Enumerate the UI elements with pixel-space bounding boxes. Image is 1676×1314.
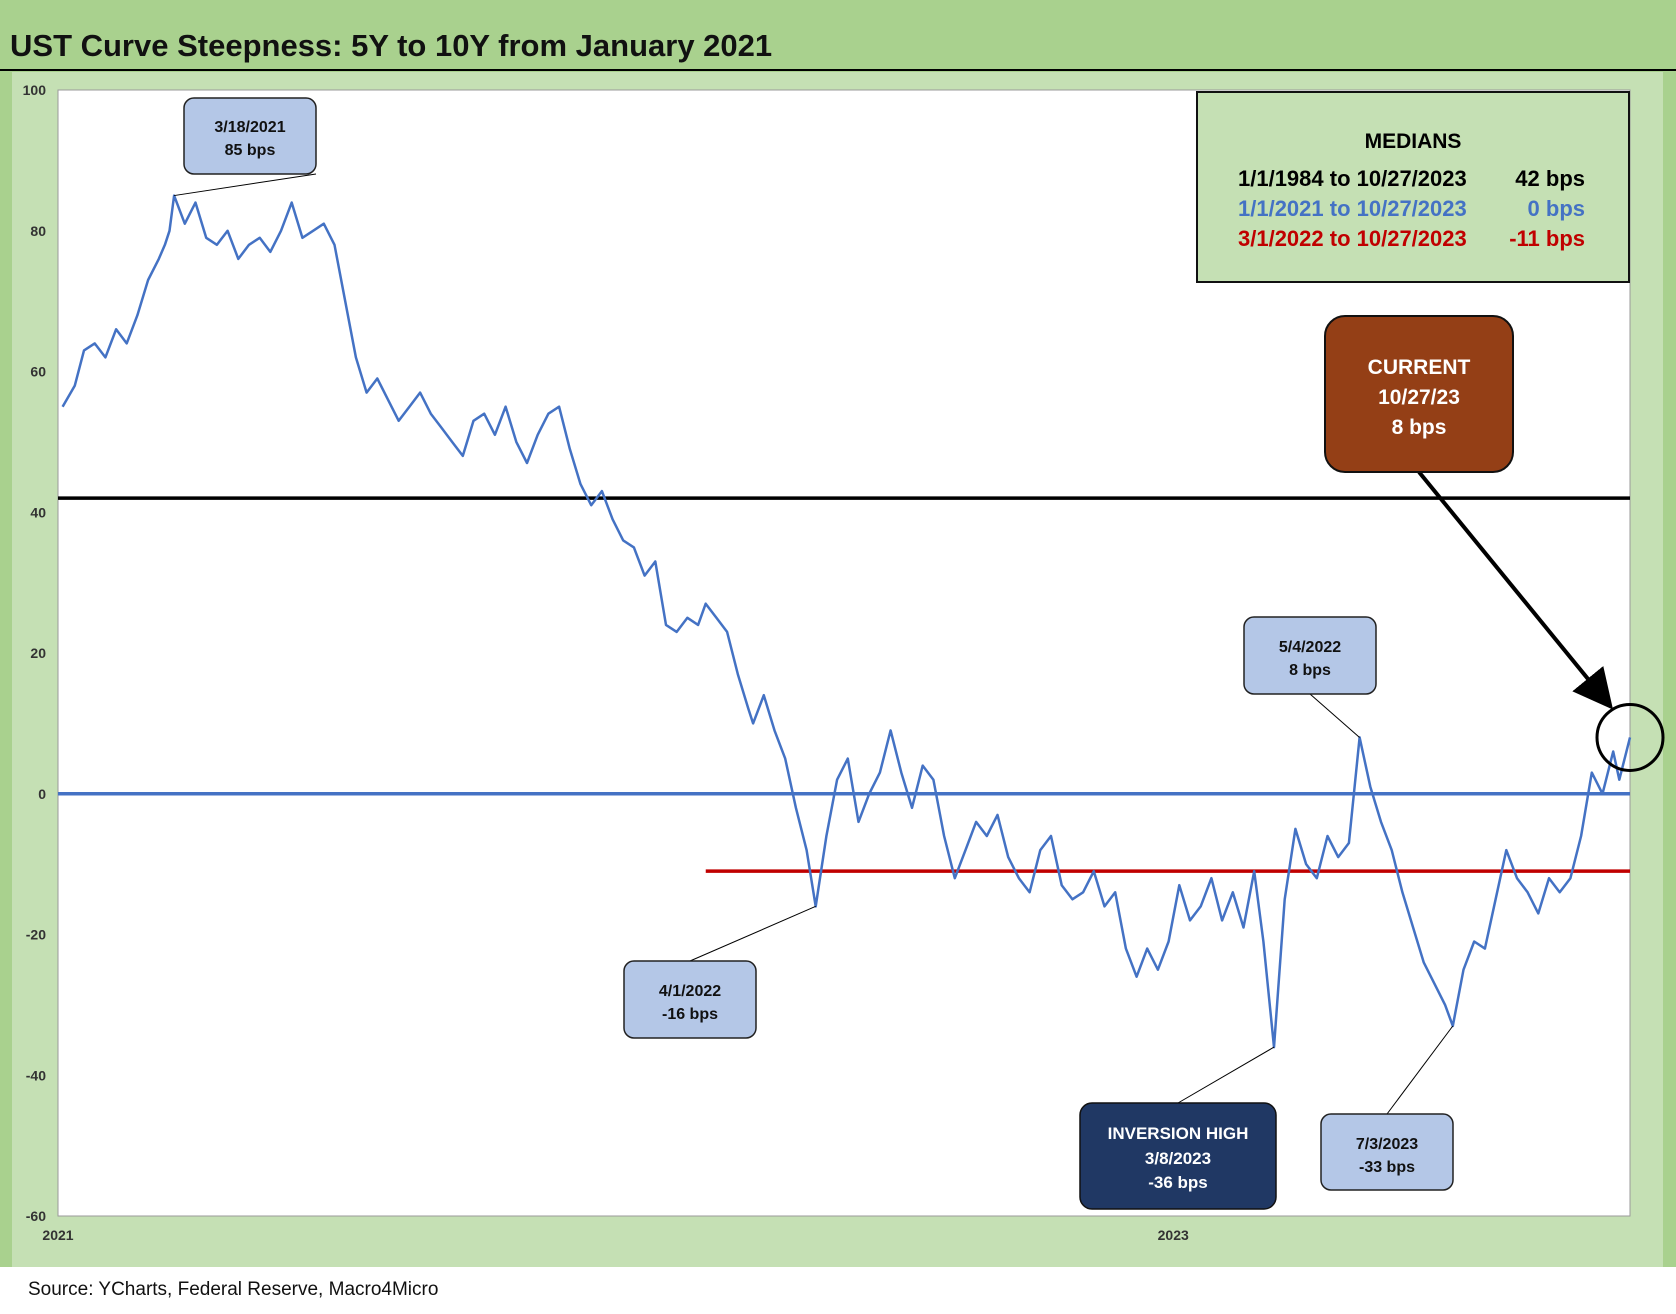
median-reference-lines — [58, 496, 1630, 873]
y-tick-label: 40 — [30, 504, 46, 520]
y-tick-label: 20 — [30, 645, 46, 661]
callout-jul2023: 7/3/2023 -33 bps — [1320, 1113, 1454, 1191]
source-footer: Source: YCharts, Federal Reserve, Macro4… — [0, 1267, 1676, 1314]
callout-inversion: INVERSION HIGH 3/8/2023 -36 bps — [1079, 1102, 1277, 1210]
callout-inversion-date: 3/8/2023 — [1145, 1149, 1211, 1168]
median-row-2-value: 0 bps — [1528, 196, 1585, 221]
callout-jul2023-value: -33 bps — [1359, 1159, 1415, 1176]
series-line — [61, 194, 1632, 1049]
y-tick-label: 60 — [30, 364, 46, 380]
medians-heading: MEDIANS — [1365, 130, 1462, 153]
callout-apr2022-date: 4/1/2022 — [659, 983, 721, 1000]
callout-peak: 3/18/2021 85 bps — [183, 97, 317, 175]
x-tick-label: 2023 — [1158, 1227, 1189, 1243]
median-row-1-range: 1/1/1984 to 10/27/2023 — [1238, 166, 1467, 191]
y-tick-label: 80 — [30, 223, 46, 239]
x-axis-tick-labels: 2021 2023 — [42, 1227, 1189, 1243]
source-text: Source: YCharts, Federal Reserve, Macro4… — [28, 1279, 439, 1300]
leader-may2022 — [1309, 693, 1360, 738]
median-row-3-value: -11 bps — [1509, 226, 1585, 251]
callout-may2022: 5/4/2022 8 bps — [1243, 616, 1377, 695]
y-tick-label: -40 — [26, 1067, 46, 1083]
chart-title: UST Curve Steepness: 5Y to 10Y from Janu… — [10, 28, 773, 63]
y-tick-label: 100 — [23, 82, 47, 98]
callout-may2022-date: 5/4/2022 — [1279, 639, 1341, 656]
medians-box: MEDIANS 1/1/1984 to 10/27/2023 42 bps 1/… — [1196, 91, 1630, 283]
callout-peak-value: 85 bps — [225, 142, 276, 159]
leader-apr2022 — [689, 905, 816, 962]
y-tick-label: -20 — [26, 927, 46, 943]
median-row-2-range: 1/1/2021 to 10/27/2023 — [1238, 196, 1467, 221]
current-arrow — [1417, 470, 1614, 710]
callout-apr2022-value: -16 bps — [662, 1006, 718, 1023]
leader-peak — [174, 173, 317, 197]
callout-current-title: CURRENT — [1368, 356, 1471, 379]
callout-current: CURRENT 10/27/23 8 bps — [1324, 315, 1514, 473]
callout-jul2023-date: 7/3/2023 — [1356, 1136, 1418, 1153]
median-row-1-value: 42 bps — [1515, 166, 1585, 191]
y-axis-tick-labels: 100 80 60 40 20 0 -20 -40 -60 — [23, 82, 47, 1224]
x-tick-label: 2021 — [42, 1227, 73, 1243]
series-group — [61, 194, 1632, 1049]
median-row-3-range: 3/1/2022 to 10/27/2023 — [1238, 226, 1467, 251]
callout-current-date: 10/27/23 — [1378, 386, 1460, 409]
callout-current-value: 8 bps — [1392, 416, 1447, 439]
callout-may2022-value: 8 bps — [1289, 662, 1331, 679]
callout-inversion-title: INVERSION HIGH — [1108, 1124, 1249, 1143]
y-tick-label: -60 — [26, 1208, 46, 1224]
callout-inversion-value: -36 bps — [1148, 1173, 1208, 1192]
leader-inversion — [1177, 1046, 1275, 1104]
current-marker-circle — [1595, 702, 1665, 772]
callout-apr2022: 4/1/2022 -16 bps — [623, 960, 757, 1039]
title-divider — [0, 69, 1676, 71]
callout-peak-date: 3/18/2021 — [214, 119, 285, 136]
y-tick-label: 0 — [38, 786, 46, 802]
leader-jul2023 — [1386, 1025, 1454, 1115]
callout-leader-lines — [174, 173, 1454, 1115]
